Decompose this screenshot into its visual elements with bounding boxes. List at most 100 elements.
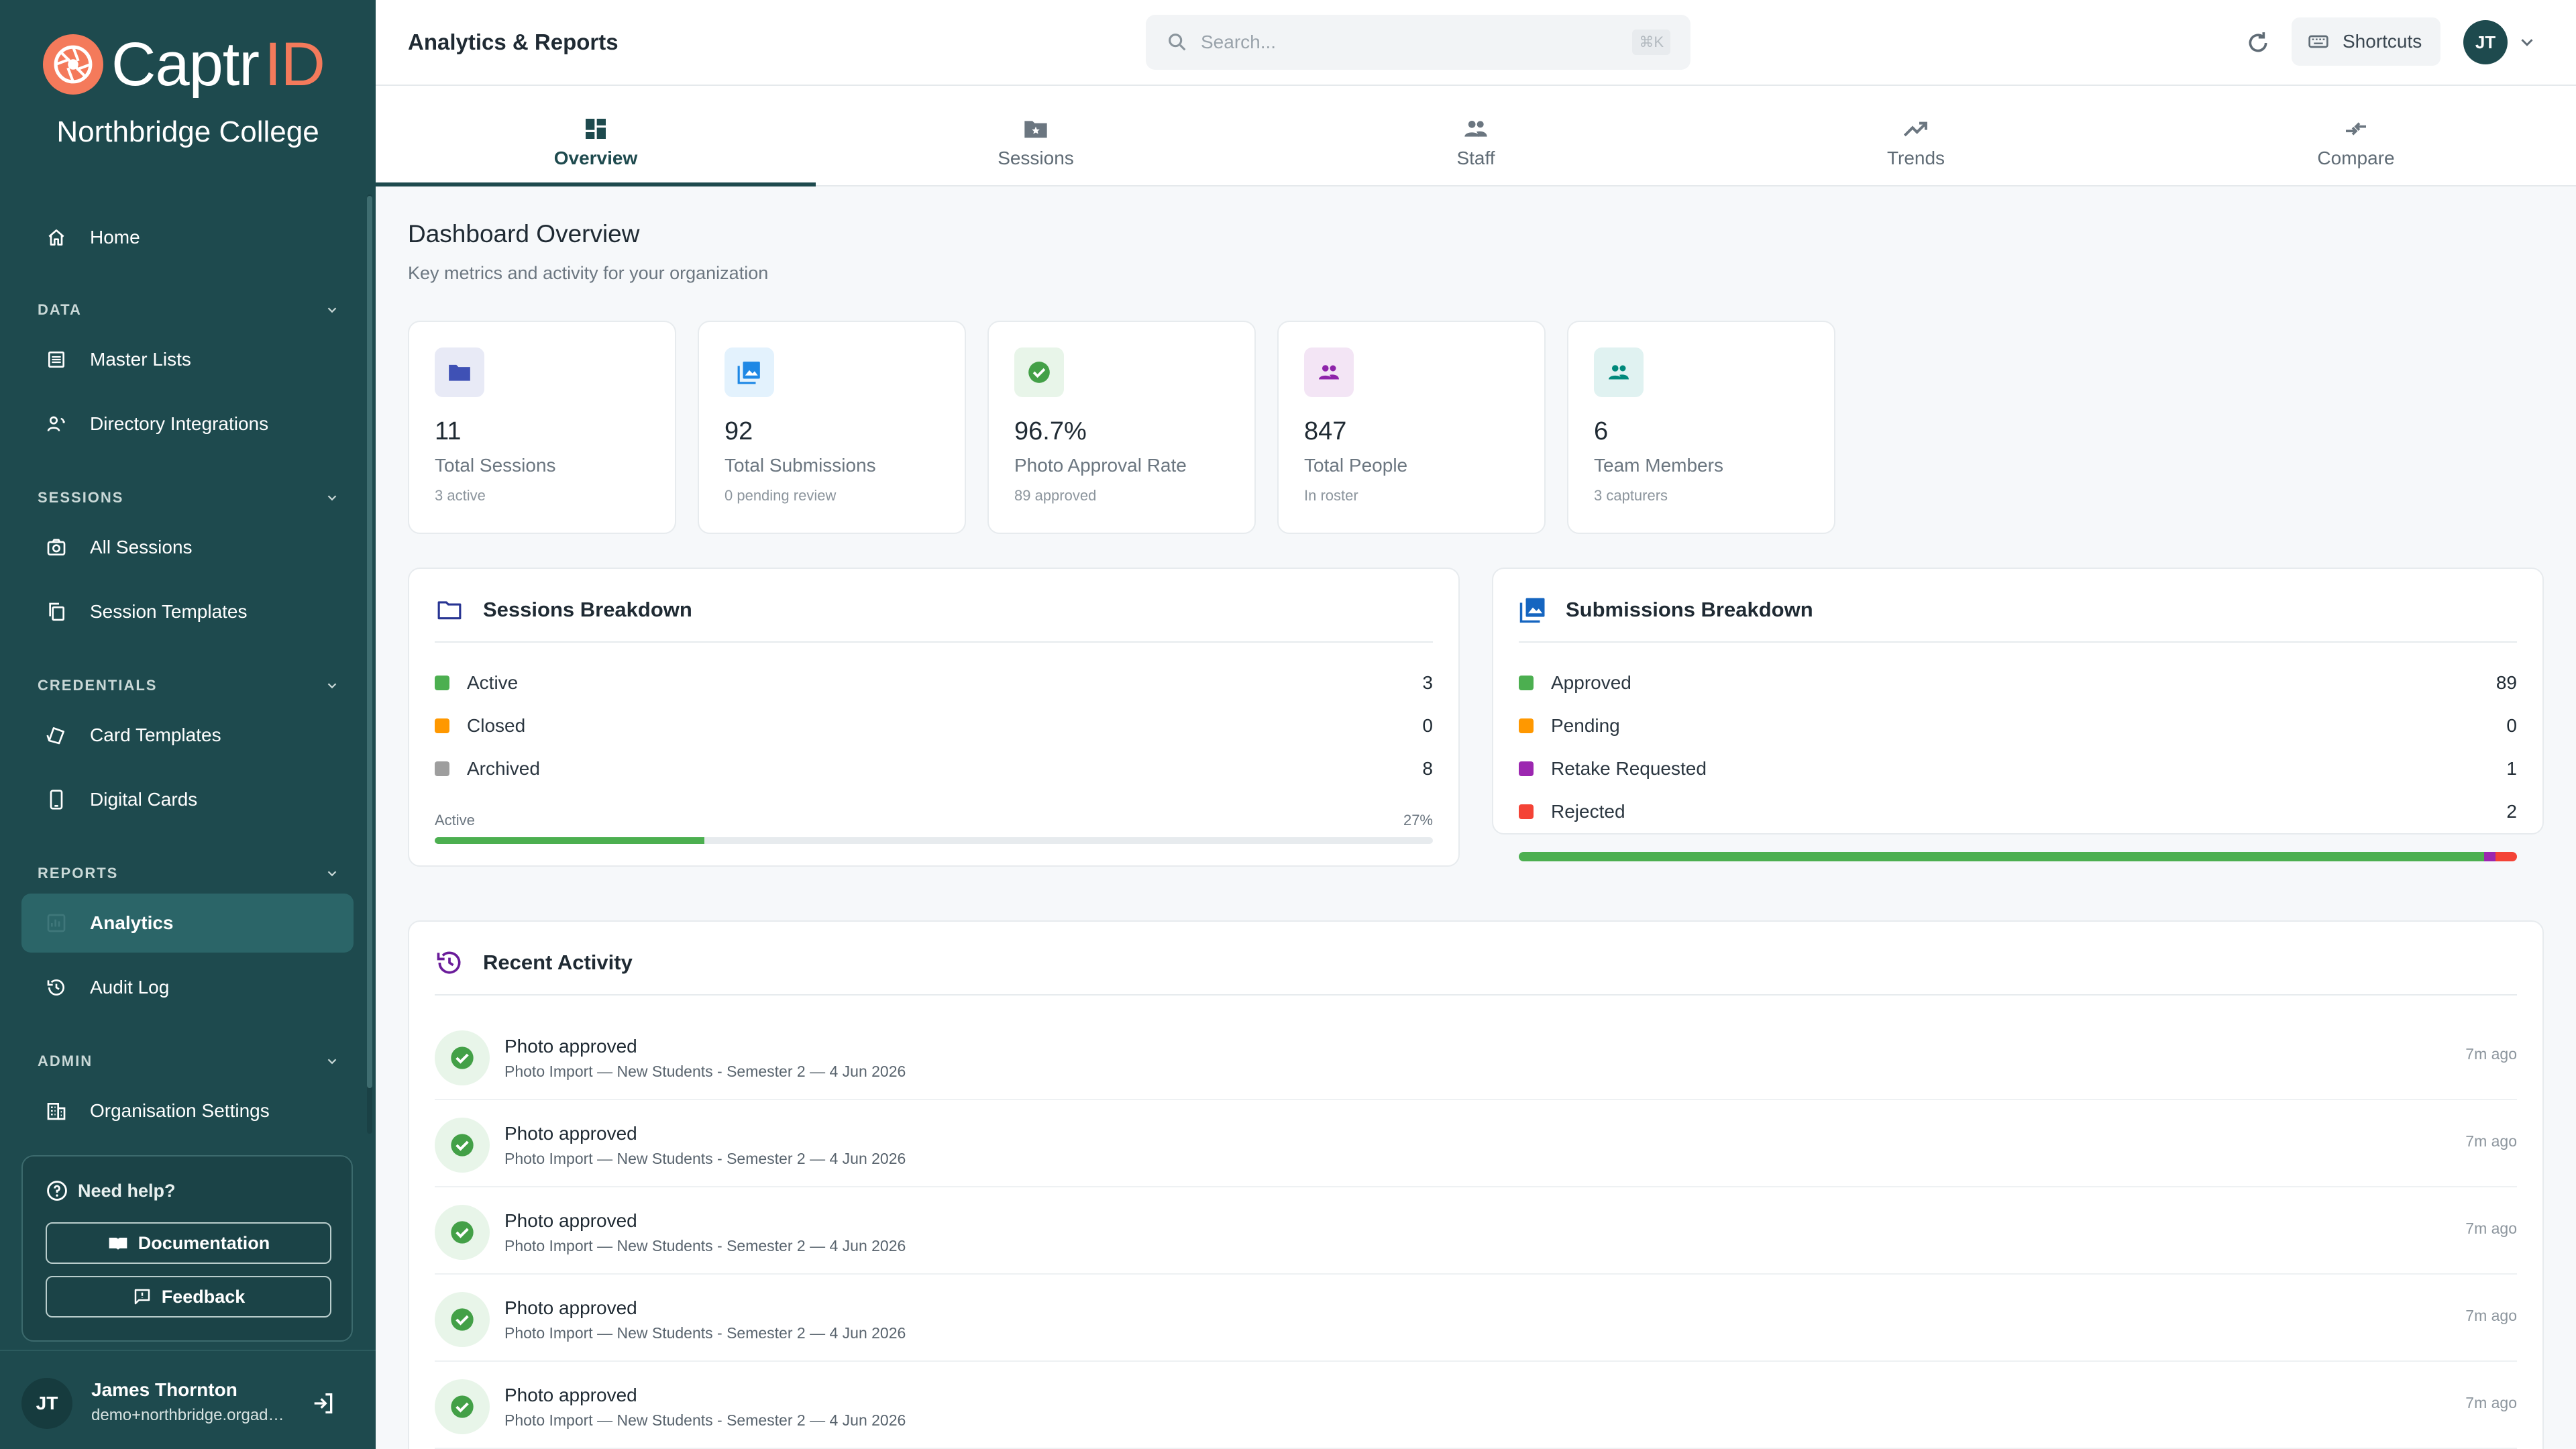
section-toggle-admin[interactable]: ADMIN (38, 1048, 339, 1075)
user-name: James Thornton (91, 1379, 237, 1400)
sidebar-item-card-templates[interactable]: Card Templates (21, 706, 354, 765)
sidebar-item-organisation-settings[interactable]: Organisation Settings (21, 1081, 354, 1140)
stat-card-photo-approval-rate[interactable]: 96.7% Photo Approval Rate 89 approved (987, 321, 1256, 534)
building-icon (43, 1097, 70, 1124)
sidebar-item-digital-cards[interactable]: Digital Cards (21, 770, 354, 829)
refresh-icon[interactable] (2241, 25, 2275, 60)
breakdown-label: Closed (467, 715, 526, 736)
shortcuts-label: Shortcuts (2343, 31, 2422, 52)
search-input[interactable] (1201, 32, 1603, 53)
breakdown-label: Rejected (1551, 801, 1625, 822)
breakdown-row: Approved 89 (1519, 669, 2517, 696)
user-email: demo+northbridge.orgadmin@captrid.com (91, 1406, 292, 1424)
stat-value: 92 (724, 417, 753, 445)
activity-detail: Photo Import — New Students - Semester 2… (504, 1150, 906, 1167)
activity-item[interactable]: Photo approved Photo Import — New Studen… (435, 1275, 2517, 1362)
tab-label: Overview (553, 148, 638, 168)
sidebar-item-label: Analytics (90, 912, 174, 933)
tab-compare[interactable]: Compare (2136, 86, 2576, 186)
activity-title: Photo approved (504, 1123, 637, 1144)
status-dot (1519, 761, 1534, 776)
book-icon (109, 1238, 127, 1250)
sidebar-item-analytics[interactable]: Analytics (21, 894, 354, 953)
stat-card-total-submissions[interactable]: 92 Total Submissions 0 pending review (698, 321, 966, 534)
section-subtitle: Key metrics and activity for your organi… (408, 263, 769, 283)
stacked-bar-segment (1519, 852, 2485, 861)
stat-card-total-people[interactable]: 847 Total People In roster (1277, 321, 1546, 534)
sidebar-item-label: Audit Log (90, 977, 170, 998)
feedback-icon (134, 1289, 150, 1305)
search-bar[interactable]: ⌘K (1146, 15, 1690, 70)
stat-subtext: 89 approved (1014, 487, 1097, 504)
sidebar-item-session-templates[interactable]: Session Templates (21, 582, 354, 641)
help-panel: Need help? Documentation Feedback (21, 1155, 353, 1342)
activity-item[interactable]: Photo approved Photo Import — New Studen… (435, 1362, 2517, 1449)
activity-title: Photo approved (504, 1385, 637, 1405)
tab-trends[interactable]: Trends (1696, 86, 2136, 186)
chevron-down-icon[interactable] (2517, 32, 2537, 56)
activity-title: Photo approved (504, 1036, 637, 1057)
breakdown-count: 0 (2506, 715, 2517, 736)
shortcuts-button[interactable]: Shortcuts (2292, 17, 2440, 66)
sidebar-item-home[interactable]: Home (21, 208, 354, 267)
status-dot (1519, 718, 1534, 733)
documentation-button[interactable]: Documentation (46, 1222, 331, 1264)
tab-sessions[interactable]: Sessions (816, 86, 1256, 186)
panel-header: Recent Activity (435, 949, 2517, 996)
section-toggle-credentials[interactable]: CREDENTIALS (38, 672, 339, 699)
sidebar-item-label: Directory Integrations (90, 413, 269, 434)
sidebar-item-all-sessions[interactable]: All Sessions (21, 518, 354, 577)
camera-aperture-icon (43, 34, 103, 95)
breakdown-count: 89 (2496, 672, 2517, 693)
activity-item[interactable]: Photo approved Photo Import — New Studen… (435, 1013, 2517, 1100)
tab-staff[interactable]: Staff (1256, 86, 1696, 186)
stat-label: Total Submissions (724, 455, 876, 476)
list-icon (43, 346, 70, 373)
sidebar-item-label: Master Lists (90, 349, 191, 370)
chevron-down-icon (327, 495, 337, 501)
help-title: Need help? (46, 1179, 176, 1202)
progress-fill (435, 837, 704, 844)
search-icon (1169, 34, 1186, 51)
tab-label: Staff (1456, 148, 1495, 168)
user-profile[interactable]: JT James Thornton demo+northbridge.orgad… (0, 1350, 376, 1449)
section-toggle-data[interactable]: DATA (38, 297, 339, 323)
stat-subtext: 3 active (435, 487, 486, 504)
sidebar-item-directory-integrations[interactable]: Directory Integrations (21, 394, 354, 453)
search-shortcut-hint: ⌘K (1632, 30, 1670, 55)
section-toggle-sessions[interactable]: SESSIONS (38, 484, 339, 511)
status-dot (1519, 676, 1534, 690)
trending-up-icon (1900, 113, 1931, 145)
sidebar-item-label: Card Templates (90, 724, 221, 745)
sidebar-scrollbar[interactable] (367, 196, 372, 1088)
activity-time: 7m ago (2465, 1220, 2517, 1237)
help-circle-icon (47, 1181, 67, 1201)
brand-logo[interactable]: CaptrID (43, 30, 325, 99)
section-label: REPORTS (38, 865, 119, 881)
sidebar-item-label: Organisation Settings (90, 1100, 270, 1121)
status-dot (435, 718, 449, 733)
activity-time: 7m ago (2465, 1307, 2517, 1324)
photo-library-icon (1519, 598, 1545, 623)
feedback-button[interactable]: Feedback (46, 1276, 331, 1318)
section-toggle-reports[interactable]: REPORTS (38, 860, 339, 887)
logout-icon[interactable] (310, 1390, 337, 1420)
top-header: Analytics & Reports ⌘K Shortcuts JT (376, 0, 2576, 86)
home-icon (43, 224, 70, 251)
activity-item[interactable]: Photo approved Photo Import — New Studen… (435, 1187, 2517, 1275)
stat-subtext: In roster (1304, 487, 1358, 504)
user-avatar-button[interactable]: JT (2463, 20, 2508, 64)
sidebar-item-audit-log[interactable]: Audit Log (21, 958, 354, 1017)
breakdown-count: 1 (2506, 758, 2517, 779)
submissions-breakdown-panel: Submissions Breakdown Approved 89 Pendin… (1492, 568, 2544, 861)
tab-overview[interactable]: Overview (376, 86, 816, 186)
activity-detail: Photo Import — New Students - Semester 2… (504, 1324, 906, 1342)
stat-label: Photo Approval Rate (1014, 455, 1187, 476)
tab-label: Trends (1886, 148, 1945, 168)
stat-card-total-sessions[interactable]: 11 Total Sessions 3 active (408, 321, 676, 534)
sidebar-item-label: Digital Cards (90, 789, 198, 810)
section-label: ADMIN (38, 1053, 93, 1069)
stat-card-team-members[interactable]: 6 Team Members 3 capturers (1567, 321, 1835, 534)
activity-item[interactable]: Photo approved Photo Import — New Studen… (435, 1100, 2517, 1187)
sidebar-item-master-lists[interactable]: Master Lists (21, 330, 354, 389)
